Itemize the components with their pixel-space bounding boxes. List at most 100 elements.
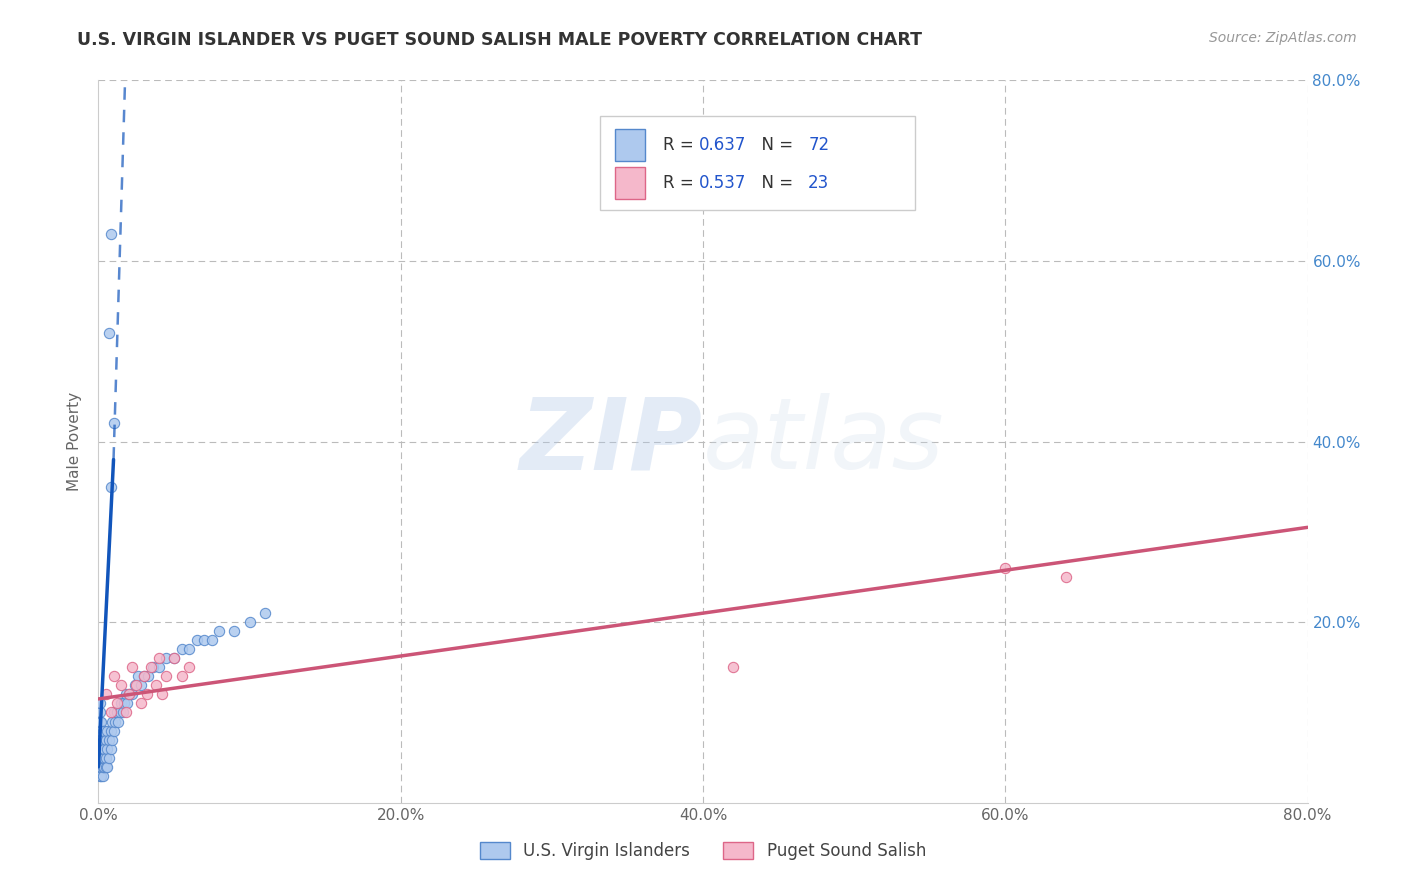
Point	[96, 741, 118, 756]
Text: R =: R =	[664, 136, 699, 154]
Point	[148, 660, 170, 674]
Point	[89, 769, 111, 783]
Point	[150, 687, 173, 701]
Text: 72: 72	[808, 136, 830, 154]
Point	[115, 697, 138, 711]
Point	[93, 741, 115, 756]
Point	[90, 732, 112, 747]
Point	[132, 669, 155, 683]
Point	[148, 651, 170, 665]
Point	[136, 669, 159, 683]
Text: atlas: atlas	[703, 393, 945, 490]
Point	[90, 723, 112, 738]
Point	[132, 669, 155, 683]
Point	[90, 769, 112, 783]
Point	[91, 723, 114, 738]
Point	[96, 760, 118, 774]
Point	[124, 678, 146, 692]
Point	[110, 697, 132, 711]
Point	[142, 660, 165, 674]
Point	[108, 706, 131, 720]
Point	[103, 706, 125, 720]
Point	[89, 723, 111, 738]
Point	[100, 706, 122, 720]
Point	[253, 606, 276, 620]
Point	[135, 687, 157, 701]
Point	[121, 687, 143, 701]
Point	[224, 624, 246, 639]
Point	[179, 660, 201, 674]
Point	[186, 633, 208, 648]
Point	[111, 706, 134, 720]
Point	[94, 750, 117, 764]
Point	[112, 697, 135, 711]
Point	[121, 660, 143, 674]
Point	[91, 732, 114, 747]
Point	[127, 669, 149, 683]
Point	[155, 669, 177, 683]
Text: 0.637: 0.637	[699, 136, 747, 154]
Point	[93, 760, 115, 774]
Point	[118, 687, 141, 701]
Point	[100, 227, 122, 241]
Point	[93, 750, 115, 764]
Point	[129, 678, 152, 692]
Point	[163, 651, 186, 665]
Point	[98, 732, 121, 747]
FancyBboxPatch shape	[600, 117, 915, 211]
Point	[208, 624, 231, 639]
Point	[170, 669, 193, 683]
Point	[98, 750, 121, 764]
Point	[89, 697, 111, 711]
Point	[145, 678, 167, 692]
Point	[179, 642, 201, 657]
Point	[89, 714, 111, 729]
Text: Source: ZipAtlas.com: Source: ZipAtlas.com	[1209, 31, 1357, 45]
Point	[114, 687, 136, 701]
Text: R =: R =	[664, 174, 699, 193]
Point	[100, 723, 122, 738]
Text: U.S. VIRGIN ISLANDER VS PUGET SOUND SALISH MALE POVERTY CORRELATION CHART: U.S. VIRGIN ISLANDER VS PUGET SOUND SALI…	[77, 31, 922, 49]
Point	[155, 651, 177, 665]
Point	[94, 732, 117, 747]
Point	[103, 417, 125, 431]
Point	[91, 750, 114, 764]
Text: ZIP: ZIP	[520, 393, 703, 490]
Point	[1054, 570, 1077, 584]
Point	[96, 723, 118, 738]
Point	[89, 732, 111, 747]
Point	[89, 750, 111, 764]
Point	[193, 633, 215, 648]
Point	[118, 687, 141, 701]
Text: 0.537: 0.537	[699, 174, 747, 193]
Point	[125, 678, 148, 692]
FancyBboxPatch shape	[614, 128, 645, 161]
FancyBboxPatch shape	[614, 167, 645, 200]
Point	[90, 714, 112, 729]
Point	[91, 769, 114, 783]
Point	[91, 760, 114, 774]
Y-axis label: Male Poverty: Male Poverty	[67, 392, 83, 491]
Point	[104, 714, 127, 729]
Point	[114, 706, 136, 720]
Point	[90, 760, 112, 774]
Point	[94, 687, 117, 701]
Point	[239, 615, 262, 630]
Point	[101, 732, 124, 747]
Point	[170, 642, 193, 657]
Point	[163, 651, 186, 665]
Text: N =: N =	[751, 136, 799, 154]
Point	[90, 750, 112, 764]
Point	[100, 741, 122, 756]
Point	[110, 678, 132, 692]
Point	[101, 714, 124, 729]
Point	[103, 669, 125, 683]
Point	[93, 723, 115, 738]
Point	[105, 706, 128, 720]
Point	[89, 760, 111, 774]
Point	[94, 760, 117, 774]
Point	[98, 326, 121, 340]
Point	[100, 480, 122, 494]
Text: N =: N =	[751, 174, 799, 193]
Point	[129, 697, 152, 711]
